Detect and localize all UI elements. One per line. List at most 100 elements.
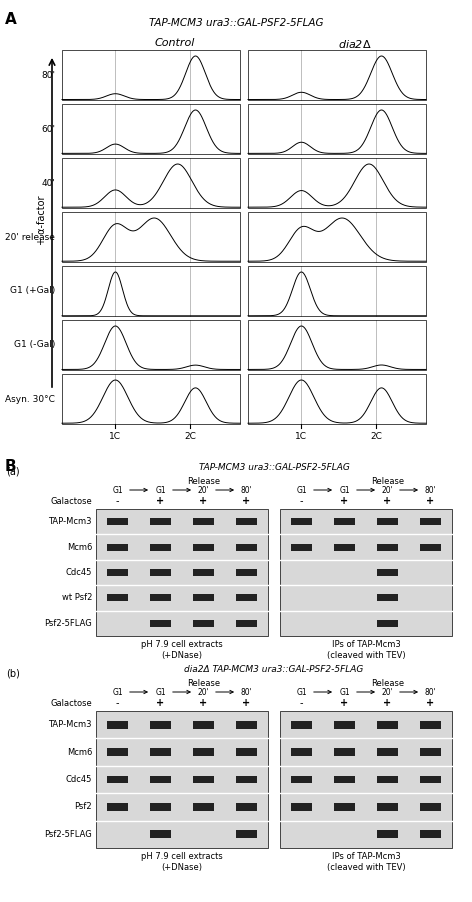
Bar [107, 544, 128, 550]
Bar [334, 721, 355, 729]
Text: TAP-MCM3 ura3::GAL-PSF2-5FLAG: TAP-MCM3 ura3::GAL-PSF2-5FLAG [149, 18, 323, 28]
Text: (b): (b) [6, 669, 20, 679]
Bar [150, 776, 171, 783]
Bar [377, 803, 398, 811]
Text: Release: Release [371, 477, 404, 486]
Text: (a): (a) [6, 467, 20, 477]
Bar [420, 803, 441, 811]
Text: -: - [116, 496, 119, 506]
Bar [150, 620, 171, 627]
Text: B: B [5, 459, 17, 474]
Bar [377, 518, 398, 525]
Bar [62, 158, 240, 208]
Bar [420, 776, 441, 783]
Bar [150, 803, 171, 811]
Text: Release: Release [371, 679, 404, 688]
Text: Release: Release [187, 679, 220, 688]
Bar [150, 749, 171, 756]
Bar [236, 518, 257, 525]
Bar [248, 50, 426, 100]
Bar [193, 518, 214, 525]
Text: G1: G1 [112, 486, 123, 495]
Text: 40': 40' [41, 179, 55, 188]
Bar [193, 569, 214, 576]
Text: IPs of TAP-Mcm3
(cleaved with TEV): IPs of TAP-Mcm3 (cleaved with TEV) [327, 640, 405, 660]
Bar [62, 50, 240, 100]
Text: 20' release: 20' release [5, 233, 55, 242]
Text: +: + [383, 698, 392, 708]
Bar [334, 803, 355, 811]
Bar [291, 749, 312, 756]
Bar [420, 749, 441, 756]
Text: A: A [5, 12, 17, 27]
Text: 80': 80' [41, 70, 55, 79]
Text: 80': 80' [241, 688, 253, 697]
Bar [248, 104, 426, 154]
Text: 20': 20' [198, 486, 210, 495]
Text: +: + [426, 496, 435, 506]
Text: G1: G1 [296, 486, 307, 495]
Bar [248, 374, 426, 424]
Bar [420, 544, 441, 550]
Text: 20': 20' [382, 688, 393, 697]
Bar [420, 721, 441, 729]
Text: G1: G1 [112, 688, 123, 697]
Text: -: - [300, 698, 303, 708]
Text: +: + [156, 698, 165, 708]
Text: 80': 80' [241, 486, 253, 495]
Text: Asyn. 30°C: Asyn. 30°C [5, 394, 55, 403]
Text: 20': 20' [198, 688, 210, 697]
Bar [150, 721, 171, 729]
Bar [62, 320, 240, 370]
Text: pH 7.9 cell extracts
(+DNase): pH 7.9 cell extracts (+DNase) [141, 852, 223, 872]
Bar [107, 518, 128, 525]
Bar [193, 776, 214, 783]
Text: +: + [200, 496, 208, 506]
Bar [107, 721, 128, 729]
Text: G1: G1 [339, 486, 350, 495]
Text: 20': 20' [382, 486, 393, 495]
Bar [62, 212, 240, 262]
Bar [193, 749, 214, 756]
Text: wt Psf2: wt Psf2 [62, 594, 92, 603]
Bar [377, 721, 398, 729]
Bar [377, 620, 398, 627]
Bar [334, 518, 355, 525]
Bar [193, 721, 214, 729]
Text: 80': 80' [425, 486, 437, 495]
Bar [62, 374, 240, 424]
Bar [107, 749, 128, 756]
Bar [236, 594, 257, 602]
Bar [236, 776, 257, 783]
Bar [291, 721, 312, 729]
Text: Control: Control [155, 38, 195, 48]
Bar [193, 803, 214, 811]
Bar [420, 831, 441, 838]
Bar [280, 711, 452, 848]
Text: pH 7.9 cell extracts
(+DNase): pH 7.9 cell extracts (+DNase) [141, 640, 223, 660]
Text: +: + [340, 698, 348, 708]
Text: 80': 80' [425, 688, 437, 697]
Bar [291, 518, 312, 525]
Bar [62, 266, 240, 316]
Text: IPs of TAP-Mcm3
(cleaved with TEV): IPs of TAP-Mcm3 (cleaved with TEV) [327, 852, 405, 872]
Text: Mcm6: Mcm6 [67, 543, 92, 552]
Text: -: - [300, 496, 303, 506]
Text: Cdc45: Cdc45 [66, 775, 92, 784]
Text: +: + [340, 496, 348, 506]
Bar [377, 749, 398, 756]
Text: +: + [243, 698, 251, 708]
Bar [236, 569, 257, 576]
Bar [291, 776, 312, 783]
Text: 2C: 2C [370, 432, 382, 441]
Text: +: + [243, 496, 251, 506]
Bar [150, 544, 171, 550]
Bar [236, 749, 257, 756]
Text: -: - [116, 698, 119, 708]
Bar [248, 320, 426, 370]
Bar [107, 776, 128, 783]
Bar [420, 518, 441, 525]
Text: 60': 60' [41, 124, 55, 133]
Bar [248, 212, 426, 262]
Text: Galactose: Galactose [50, 698, 92, 707]
